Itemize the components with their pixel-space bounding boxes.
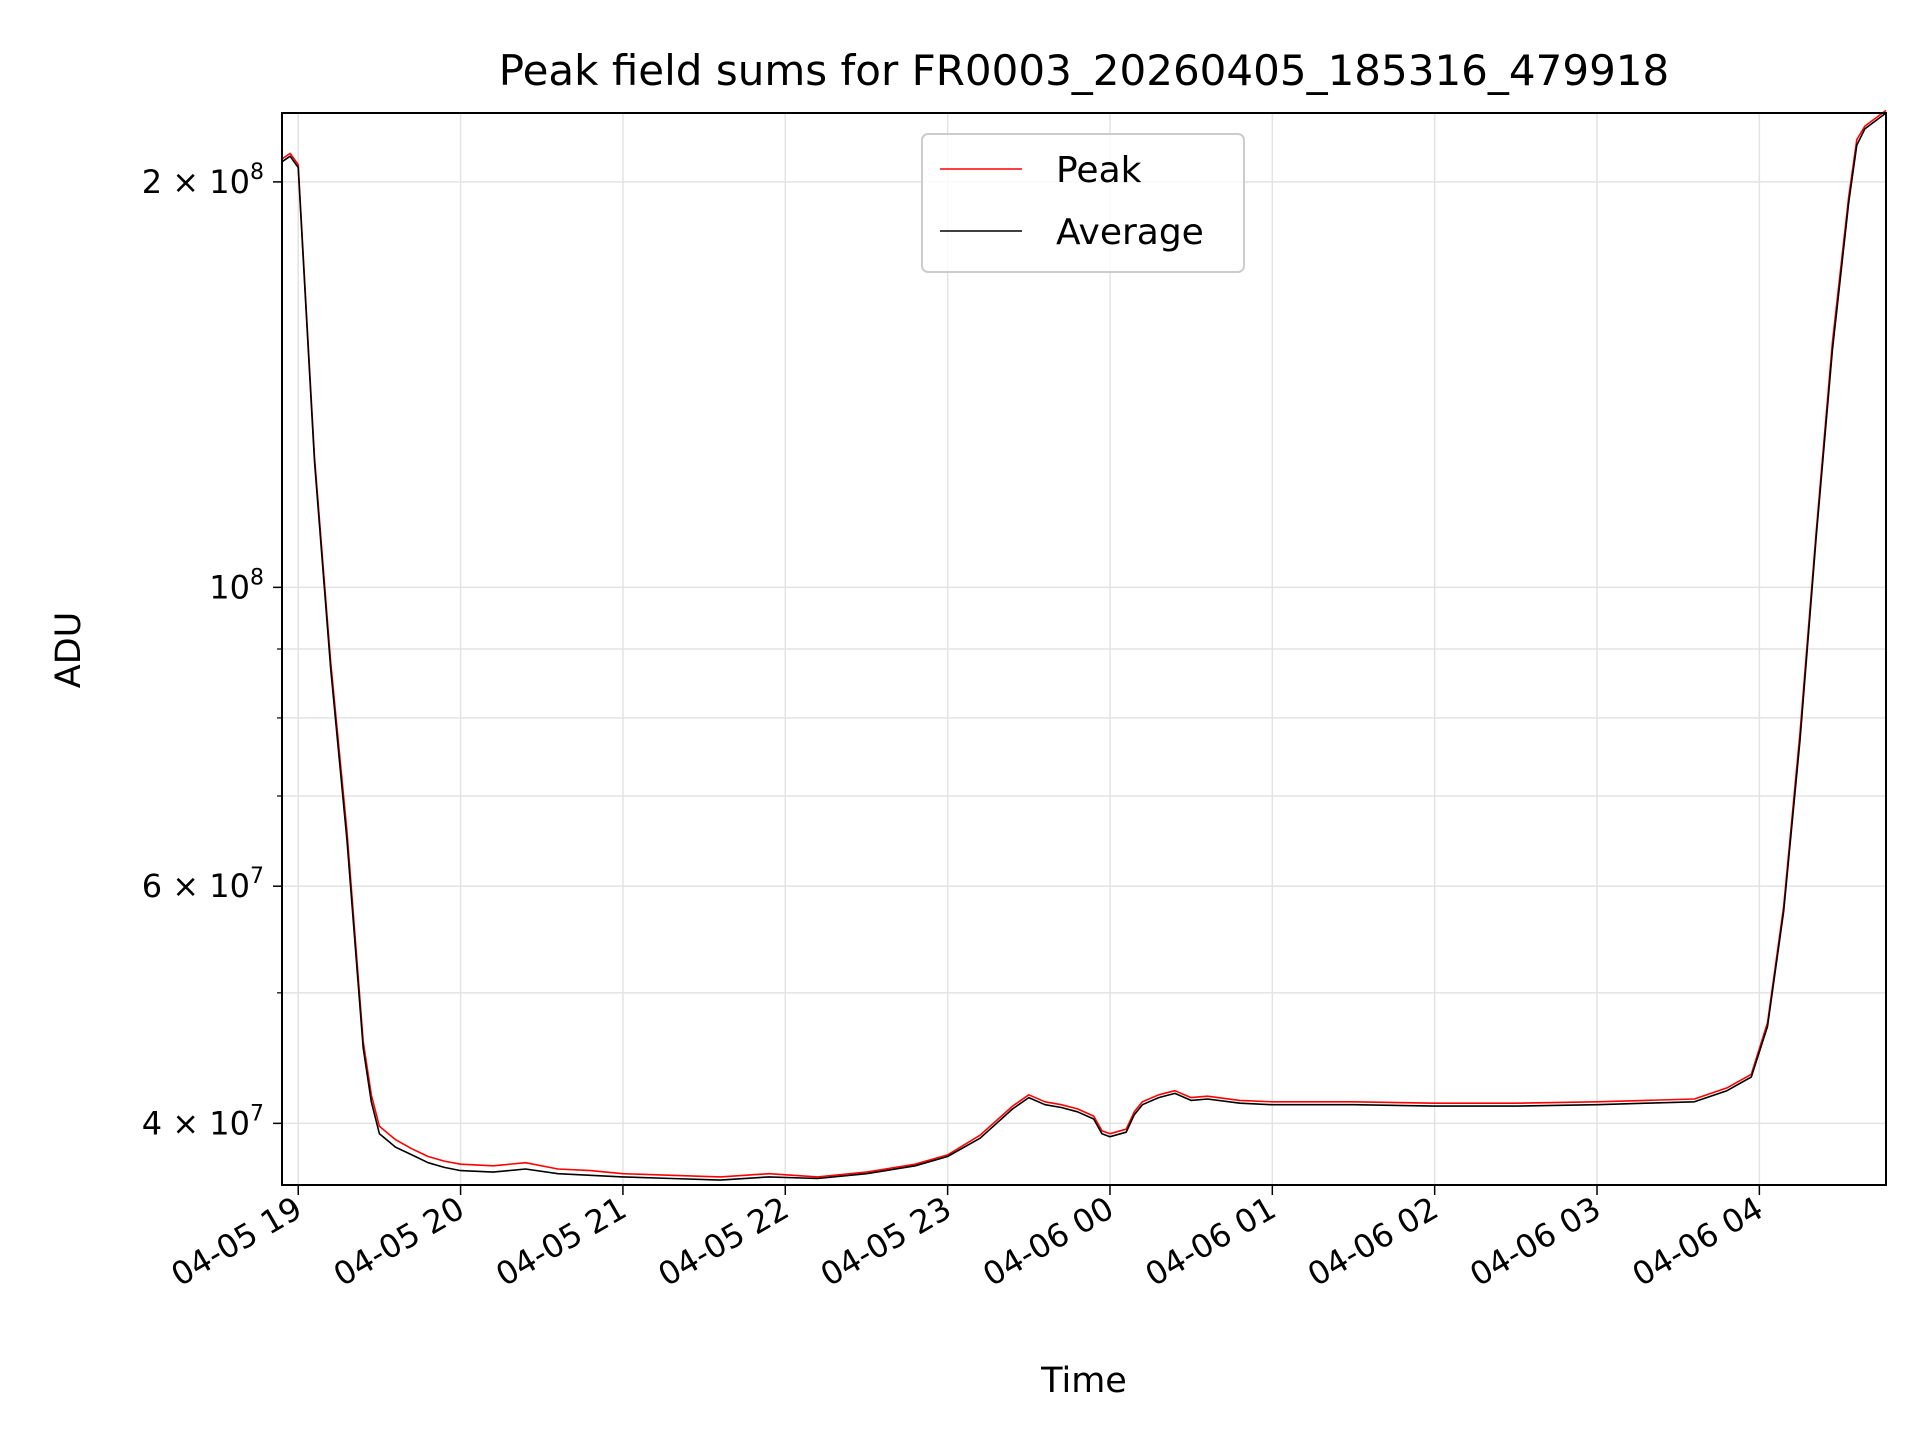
y-axis-label: ADU (49, 612, 89, 689)
series-line-peak (281, 109, 1887, 1178)
y-tick-exponent: 7 (250, 864, 264, 889)
series-layer (281, 109, 1887, 1181)
y-tick-base: 2 × 10 (142, 163, 250, 201)
y-tick-exponent: 8 (250, 160, 264, 185)
y-tick-base: 4 × 10 (142, 1104, 250, 1142)
y-tick-exponent: 7 (250, 1101, 264, 1126)
y-tick-label: 6 × 107 (142, 864, 264, 905)
legend-average-label: Average (1056, 212, 1204, 253)
series-line-average (281, 112, 1887, 1181)
chart-title: Peak field sums for FR0003_20260405_1853… (499, 46, 1669, 95)
grid (282, 113, 1886, 1185)
legend-peak-label: Peak (1056, 150, 1142, 191)
y-tick-label: 4 × 107 (142, 1101, 264, 1142)
y-tick-label: 2 × 108 (142, 160, 264, 201)
y-tick-base: 6 × 10 (142, 867, 250, 905)
y-tick-label: 108 (209, 565, 264, 606)
x-axis-label: Time (1040, 1361, 1127, 1401)
legend: Peak Average (921, 133, 1245, 273)
y-tick-base: 10 (209, 568, 250, 606)
y-tick-exponent: 8 (250, 565, 264, 590)
